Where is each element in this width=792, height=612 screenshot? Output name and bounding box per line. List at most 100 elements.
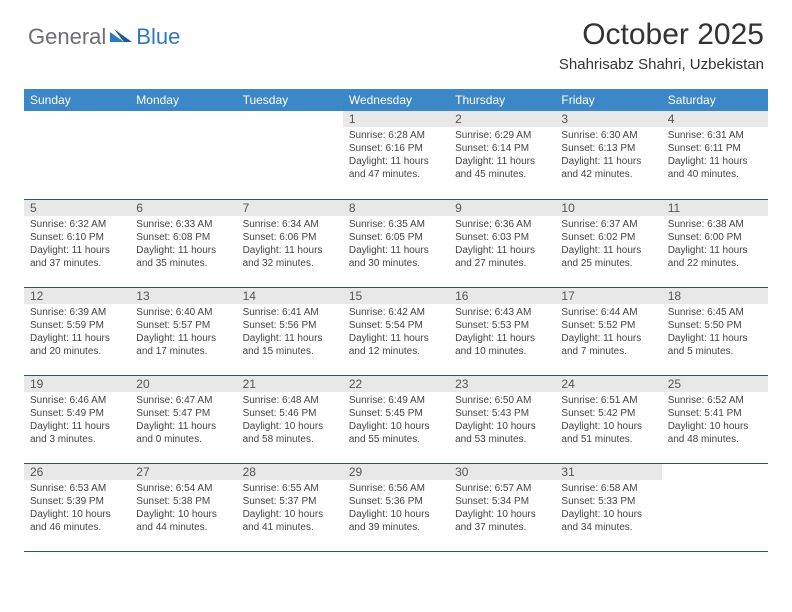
- calendar-day-cell: 3Sunrise: 6:30 AMSunset: 6:13 PMDaylight…: [555, 111, 661, 199]
- sunrise-line: Sunrise: 6:50 AM: [455, 394, 549, 407]
- daylight-line: Daylight: 10 hours and 46 minutes.: [30, 508, 124, 534]
- calendar-day-cell: 16Sunrise: 6:43 AMSunset: 5:53 PMDayligh…: [449, 287, 555, 375]
- sunset-line: Sunset: 5:43 PM: [455, 407, 549, 420]
- sunrise-line: Sunrise: 6:29 AM: [455, 129, 549, 142]
- sunset-line: Sunset: 6:13 PM: [561, 142, 655, 155]
- day-details: Sunrise: 6:29 AMSunset: 6:14 PMDaylight:…: [449, 127, 555, 185]
- day-header: Monday: [130, 89, 236, 111]
- day-header: Tuesday: [237, 89, 343, 111]
- day-details: Sunrise: 6:51 AMSunset: 5:42 PMDaylight:…: [555, 392, 661, 450]
- calendar-table: SundayMondayTuesdayWednesdayThursdayFrid…: [24, 89, 768, 552]
- day-number: 3: [555, 111, 661, 127]
- calendar-day-cell: 30Sunrise: 6:57 AMSunset: 5:34 PMDayligh…: [449, 463, 555, 551]
- day-details: Sunrise: 6:35 AMSunset: 6:05 PMDaylight:…: [343, 216, 449, 274]
- day-details: Sunrise: 6:36 AMSunset: 6:03 PMDaylight:…: [449, 216, 555, 274]
- daylight-line: Daylight: 11 hours and 47 minutes.: [349, 155, 443, 181]
- calendar-day-cell: 27Sunrise: 6:54 AMSunset: 5:38 PMDayligh…: [130, 463, 236, 551]
- sunset-line: Sunset: 6:06 PM: [243, 231, 337, 244]
- calendar-day-cell: 21Sunrise: 6:48 AMSunset: 5:46 PMDayligh…: [237, 375, 343, 463]
- sunrise-line: Sunrise: 6:53 AM: [30, 482, 124, 495]
- sunset-line: Sunset: 5:54 PM: [349, 319, 443, 332]
- calendar-day-cell: [662, 463, 768, 551]
- daylight-line: Daylight: 10 hours and 41 minutes.: [243, 508, 337, 534]
- day-number: 18: [662, 288, 768, 304]
- sunset-line: Sunset: 5:42 PM: [561, 407, 655, 420]
- daylight-line: Daylight: 11 hours and 35 minutes.: [136, 244, 230, 270]
- day-number: [24, 111, 130, 127]
- daylight-line: Daylight: 11 hours and 20 minutes.: [30, 332, 124, 358]
- daylight-line: Daylight: 11 hours and 0 minutes.: [136, 420, 230, 446]
- day-number: 15: [343, 288, 449, 304]
- day-details: Sunrise: 6:40 AMSunset: 5:57 PMDaylight:…: [130, 304, 236, 362]
- daylight-line: Daylight: 10 hours and 34 minutes.: [561, 508, 655, 534]
- sunset-line: Sunset: 5:46 PM: [243, 407, 337, 420]
- calendar-day-cell: 17Sunrise: 6:44 AMSunset: 5:52 PMDayligh…: [555, 287, 661, 375]
- calendar-day-cell: 23Sunrise: 6:50 AMSunset: 5:43 PMDayligh…: [449, 375, 555, 463]
- sunset-line: Sunset: 5:47 PM: [136, 407, 230, 420]
- sunset-line: Sunset: 5:41 PM: [668, 407, 762, 420]
- sunset-line: Sunset: 5:49 PM: [30, 407, 124, 420]
- day-details: Sunrise: 6:32 AMSunset: 6:10 PMDaylight:…: [24, 216, 130, 274]
- day-number: 27: [130, 464, 236, 480]
- calendar-day-cell: 13Sunrise: 6:40 AMSunset: 5:57 PMDayligh…: [130, 287, 236, 375]
- day-header: Friday: [555, 89, 661, 111]
- day-number: 12: [24, 288, 130, 304]
- day-number: 30: [449, 464, 555, 480]
- sunset-line: Sunset: 6:02 PM: [561, 231, 655, 244]
- sunset-line: Sunset: 6:14 PM: [455, 142, 549, 155]
- sunrise-line: Sunrise: 6:54 AM: [136, 482, 230, 495]
- daylight-line: Daylight: 11 hours and 5 minutes.: [668, 332, 762, 358]
- sunset-line: Sunset: 5:52 PM: [561, 319, 655, 332]
- day-number: 10: [555, 200, 661, 216]
- calendar-day-cell: 24Sunrise: 6:51 AMSunset: 5:42 PMDayligh…: [555, 375, 661, 463]
- day-number: 14: [237, 288, 343, 304]
- sunrise-line: Sunrise: 6:44 AM: [561, 306, 655, 319]
- day-details: Sunrise: 6:57 AMSunset: 5:34 PMDaylight:…: [449, 480, 555, 538]
- day-number: 31: [555, 464, 661, 480]
- day-header: Sunday: [24, 89, 130, 111]
- sunrise-line: Sunrise: 6:35 AM: [349, 218, 443, 231]
- day-details: Sunrise: 6:38 AMSunset: 6:00 PMDaylight:…: [662, 216, 768, 274]
- daylight-line: Daylight: 11 hours and 12 minutes.: [349, 332, 443, 358]
- day-number: 5: [24, 200, 130, 216]
- logo-text-general: General: [28, 24, 106, 50]
- sunset-line: Sunset: 5:34 PM: [455, 495, 549, 508]
- daylight-line: Daylight: 11 hours and 30 minutes.: [349, 244, 443, 270]
- calendar-day-cell: 28Sunrise: 6:55 AMSunset: 5:37 PMDayligh…: [237, 463, 343, 551]
- day-number: 29: [343, 464, 449, 480]
- day-number: 11: [662, 200, 768, 216]
- logo-mark-icon: [110, 26, 134, 49]
- day-number: 6: [130, 200, 236, 216]
- day-number: [237, 111, 343, 127]
- day-number: 4: [662, 111, 768, 127]
- daylight-line: Daylight: 10 hours and 48 minutes.: [668, 420, 762, 446]
- calendar-day-cell: 26Sunrise: 6:53 AMSunset: 5:39 PMDayligh…: [24, 463, 130, 551]
- daylight-line: Daylight: 10 hours and 39 minutes.: [349, 508, 443, 534]
- day-details: Sunrise: 6:34 AMSunset: 6:06 PMDaylight:…: [237, 216, 343, 274]
- sunrise-line: Sunrise: 6:30 AM: [561, 129, 655, 142]
- day-details: Sunrise: 6:53 AMSunset: 5:39 PMDaylight:…: [24, 480, 130, 538]
- day-number: 25: [662, 376, 768, 392]
- calendar-day-cell: 31Sunrise: 6:58 AMSunset: 5:33 PMDayligh…: [555, 463, 661, 551]
- day-details: Sunrise: 6:39 AMSunset: 5:59 PMDaylight:…: [24, 304, 130, 362]
- sunrise-line: Sunrise: 6:48 AM: [243, 394, 337, 407]
- daylight-line: Daylight: 10 hours and 51 minutes.: [561, 420, 655, 446]
- day-number: [130, 111, 236, 127]
- logo-text-blue: Blue: [136, 24, 180, 50]
- day-number: 24: [555, 376, 661, 392]
- calendar-day-cell: 22Sunrise: 6:49 AMSunset: 5:45 PMDayligh…: [343, 375, 449, 463]
- sunset-line: Sunset: 6:05 PM: [349, 231, 443, 244]
- calendar-day-cell: 4Sunrise: 6:31 AMSunset: 6:11 PMDaylight…: [662, 111, 768, 199]
- day-details: Sunrise: 6:44 AMSunset: 5:52 PMDaylight:…: [555, 304, 661, 362]
- calendar-week-row: 19Sunrise: 6:46 AMSunset: 5:49 PMDayligh…: [24, 375, 768, 463]
- sunset-line: Sunset: 5:50 PM: [668, 319, 762, 332]
- daylight-line: Daylight: 11 hours and 27 minutes.: [455, 244, 549, 270]
- sunrise-line: Sunrise: 6:58 AM: [561, 482, 655, 495]
- daylight-line: Daylight: 11 hours and 40 minutes.: [668, 155, 762, 181]
- calendar-day-cell: 20Sunrise: 6:47 AMSunset: 5:47 PMDayligh…: [130, 375, 236, 463]
- sunrise-line: Sunrise: 6:55 AM: [243, 482, 337, 495]
- sunrise-line: Sunrise: 6:32 AM: [30, 218, 124, 231]
- day-details: Sunrise: 6:58 AMSunset: 5:33 PMDaylight:…: [555, 480, 661, 538]
- day-number: 21: [237, 376, 343, 392]
- daylight-line: Daylight: 10 hours and 55 minutes.: [349, 420, 443, 446]
